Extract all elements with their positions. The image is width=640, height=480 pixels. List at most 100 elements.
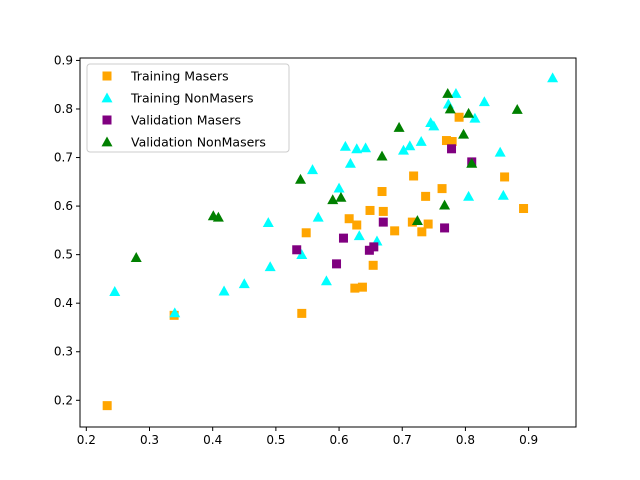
data-point xyxy=(494,146,506,157)
legend-label: Training Masers xyxy=(130,69,229,84)
series-validation-nonmasers xyxy=(130,87,523,262)
legend-marker xyxy=(101,92,113,103)
data-point xyxy=(296,249,308,260)
data-point xyxy=(390,226,400,236)
data-point xyxy=(444,103,456,114)
data-point xyxy=(350,283,360,293)
data-point xyxy=(332,259,342,269)
data-point xyxy=(295,173,307,184)
data-point xyxy=(320,275,332,286)
data-point xyxy=(409,171,419,181)
data-point xyxy=(297,308,307,318)
data-point xyxy=(454,112,464,122)
legend-marker xyxy=(101,136,113,147)
legend-marker xyxy=(102,115,112,125)
data-point xyxy=(109,286,121,296)
legend-label: Validation Masers xyxy=(131,113,241,128)
data-point xyxy=(360,142,372,153)
data-point xyxy=(369,242,379,252)
data-point xyxy=(378,217,388,227)
data-point xyxy=(352,220,362,230)
data-point xyxy=(447,144,457,154)
legend-label: Training NonMasers xyxy=(130,91,254,106)
data-point xyxy=(421,191,431,201)
data-point xyxy=(442,87,454,98)
data-point xyxy=(292,245,302,255)
x-axis: 0.2 0.3 0.4 0.5 0.6 0.7 0.8 0.9 xyxy=(77,427,538,447)
data-point xyxy=(368,260,378,270)
data-point xyxy=(357,282,367,292)
data-point xyxy=(393,121,405,132)
data-point xyxy=(423,219,433,229)
data-point xyxy=(511,103,523,114)
data-point xyxy=(411,215,423,226)
data-point xyxy=(440,223,450,233)
data-point xyxy=(262,217,274,227)
data-point xyxy=(466,157,478,168)
data-point xyxy=(102,401,112,411)
data-point xyxy=(339,140,351,151)
legend: Training Masers Training NonMasers Validat… xyxy=(86,63,290,153)
y-tick-label: 0.7 xyxy=(54,151,73,165)
y-tick-label: 0.3 xyxy=(54,345,73,359)
y-tick-label: 0.4 xyxy=(54,296,73,310)
data-point xyxy=(344,157,356,168)
y-axis: 0.2 0.3 0.4 0.5 0.6 0.7 0.8 0.9 xyxy=(54,53,80,407)
x-tick-label: 0.5 xyxy=(266,433,285,447)
plot-points xyxy=(102,72,559,411)
legend-label: Validation NonMasers xyxy=(131,135,266,150)
data-point xyxy=(437,184,447,194)
data-point xyxy=(376,150,388,161)
x-tick-label: 0.4 xyxy=(203,433,222,447)
data-point xyxy=(351,143,363,154)
series-training-nonmasers xyxy=(109,72,559,318)
data-point xyxy=(312,211,324,222)
y-tick-label: 0.6 xyxy=(54,199,73,213)
data-point xyxy=(344,214,354,224)
data-point xyxy=(428,120,440,131)
data-point xyxy=(497,189,509,200)
x-tick-label: 0.7 xyxy=(393,433,412,447)
legend-box xyxy=(86,63,290,153)
data-point xyxy=(301,228,311,238)
data-point xyxy=(212,211,224,222)
data-point xyxy=(407,217,417,227)
y-tick-label: 0.5 xyxy=(54,248,73,262)
data-point xyxy=(333,182,345,193)
data-point xyxy=(547,72,559,83)
data-point xyxy=(415,136,427,146)
data-point xyxy=(353,230,365,241)
series-training-masers xyxy=(102,112,529,411)
data-point xyxy=(307,164,319,175)
data-point xyxy=(378,206,388,216)
data-point xyxy=(439,199,451,210)
data-point xyxy=(417,227,427,237)
data-point xyxy=(447,137,457,147)
data-point xyxy=(169,307,181,318)
data-point xyxy=(264,261,276,272)
x-tick-label: 0.6 xyxy=(330,433,349,447)
x-tick-label: 0.8 xyxy=(456,433,475,447)
data-point xyxy=(500,172,510,182)
legend-marker xyxy=(102,71,112,81)
data-point xyxy=(441,136,451,146)
data-point xyxy=(398,144,410,155)
x-tick-label: 0.9 xyxy=(519,433,538,447)
data-point xyxy=(463,190,475,201)
data-point xyxy=(338,233,348,243)
data-point xyxy=(519,204,529,214)
x-tick-label: 0.3 xyxy=(140,433,159,447)
data-point xyxy=(450,87,462,98)
data-point xyxy=(365,205,375,215)
data-point xyxy=(130,252,142,262)
data-point xyxy=(469,112,481,123)
data-point xyxy=(404,140,416,151)
plot-frame xyxy=(79,57,577,428)
data-point xyxy=(218,285,230,296)
data-point xyxy=(478,96,490,107)
data-point xyxy=(458,128,470,139)
data-point xyxy=(377,187,387,197)
x-tick-label: 0.2 xyxy=(77,433,96,447)
data-point xyxy=(335,191,347,202)
